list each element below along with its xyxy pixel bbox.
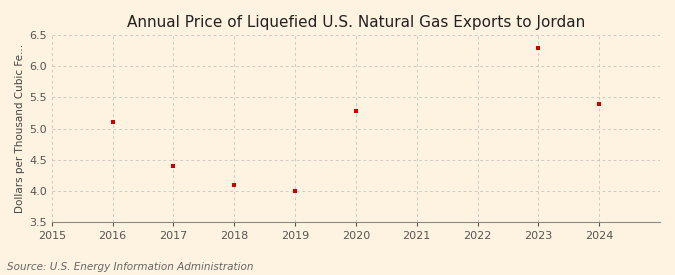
Text: Source: U.S. Energy Information Administration: Source: U.S. Energy Information Administ… <box>7 262 253 272</box>
Point <box>350 109 361 113</box>
Point <box>594 101 605 106</box>
Point <box>107 120 118 125</box>
Title: Annual Price of Liquefied U.S. Natural Gas Exports to Jordan: Annual Price of Liquefied U.S. Natural G… <box>127 15 585 30</box>
Point <box>533 46 544 50</box>
Y-axis label: Dollars per Thousand Cubic Fe...: Dollars per Thousand Cubic Fe... <box>15 44 25 213</box>
Point <box>168 164 179 168</box>
Point <box>290 189 300 194</box>
Point <box>229 183 240 187</box>
